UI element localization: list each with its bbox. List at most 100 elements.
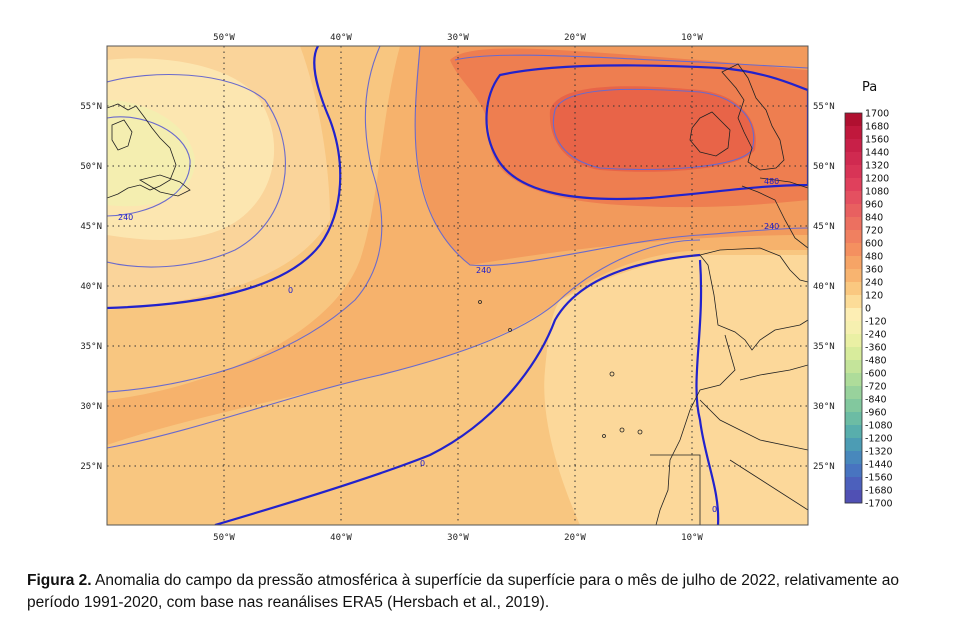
colorbar-level-label: -480 [865, 356, 887, 367]
lat-label: 40°N [80, 282, 102, 292]
lat-label: 35°N [80, 342, 102, 352]
colorbar-level-label: -1080 [865, 421, 893, 432]
contour-labels: 240 240 240 480 0 0 0 [118, 177, 779, 514]
lon-label: 50°W [213, 33, 235, 43]
colorbar-swatch [845, 295, 862, 309]
coastlines [107, 63, 808, 525]
bottom-longitude-labels: 50°W 40°W 30°W 20°W 10°W [213, 533, 703, 543]
caption-text: Anomalia do campo da pressão atmosférica… [27, 572, 899, 611]
contour-label: 240 [118, 213, 133, 222]
colorbar-swatch [845, 191, 862, 205]
colorbar-swatch [845, 204, 862, 218]
colorbar-level-label: -960 [865, 408, 887, 419]
lon-label: 20°W [564, 533, 586, 543]
contour-label: 480 [764, 177, 779, 186]
lat-label: 40°N [813, 282, 835, 292]
colorbar: 1700168015601440132012001080960840720600… [844, 109, 893, 510]
colorbar-swatch [845, 334, 862, 348]
contour-label: 0 [288, 286, 293, 295]
lat-label: 55°N [80, 102, 102, 112]
colorbar-swatch [845, 165, 862, 179]
colorbar-level-label: -1200 [865, 434, 893, 445]
colorbar-level-label: 1320 [865, 161, 889, 172]
colorbar-swatch [845, 438, 862, 452]
left-latitude-labels: 55°N 50°N 45°N 40°N 35°N 30°N 25°N [80, 102, 102, 472]
colorbar-level-label: -1560 [865, 473, 893, 484]
colorbar-level-label: 480 [865, 252, 883, 263]
colorbar-swatch [845, 178, 862, 192]
colorbar-swatch [845, 399, 862, 413]
colorbar-level-label: 1680 [865, 122, 889, 133]
colorbar-swatch [845, 139, 862, 153]
lat-label: 45°N [813, 222, 835, 232]
lat-label: 50°N [813, 162, 835, 172]
lon-label: 30°W [447, 533, 469, 543]
colorbar-level-label: 0 [865, 304, 871, 315]
colorbar-level-label: 600 [865, 239, 883, 250]
lat-label: 50°N [80, 162, 102, 172]
lat-label: 25°N [80, 462, 102, 472]
contour-lines [107, 46, 808, 525]
colorbar-level-label: -1680 [865, 486, 893, 497]
colorbar-level-label: -240 [865, 330, 887, 341]
colorbar-swatch [845, 451, 862, 465]
figure-label: Figura 2. [27, 572, 92, 589]
colorbar-unit: Pa [862, 80, 877, 95]
colorbar-level-label: 720 [865, 226, 883, 237]
colorbar-frame [844, 112, 863, 504]
colorbar-swatch [845, 126, 862, 140]
lat-label: 30°N [80, 402, 102, 412]
colorbar-level-label: -600 [865, 369, 887, 380]
colorbar-swatch [845, 243, 862, 257]
lon-label: 30°W [447, 33, 469, 43]
graticule [107, 46, 808, 525]
lon-label: 50°W [213, 533, 235, 543]
colorbar-swatch [845, 425, 862, 439]
pressure-anomaly-map: 240 240 240 480 0 0 0 50°W 40°W 30°W 20°… [80, 33, 893, 543]
colorbar-swatch [845, 490, 862, 504]
colorbar-swatch [845, 373, 862, 387]
colorbar-swatch [845, 464, 862, 478]
colorbar-level-label: -840 [865, 395, 887, 406]
lat-label: 35°N [813, 342, 835, 352]
colorbar-swatch [845, 477, 862, 491]
colorbar-level-label: 1560 [865, 135, 889, 146]
lat-label: 55°N [813, 102, 835, 112]
colorbar-level-label: 960 [865, 200, 883, 211]
colorbar-level-label: -1320 [865, 447, 893, 458]
lon-label: 10°W [681, 33, 703, 43]
colorbar-level-label: -720 [865, 382, 887, 393]
lon-label: 20°W [564, 33, 586, 43]
contour-label: 240 [476, 266, 491, 275]
colorbar-level-label: -1700 [865, 499, 893, 510]
colorbar-swatch [845, 360, 862, 374]
colorbar-level-label: 1080 [865, 187, 889, 198]
colorbar-swatch [845, 152, 862, 166]
top-longitude-labels: 50°W 40°W 30°W 20°W 10°W [213, 33, 703, 43]
lat-label: 30°N [813, 402, 835, 412]
contour-label: 0 [420, 459, 425, 468]
colorbar-level-label: 120 [865, 291, 883, 302]
colorbar-swatch [845, 230, 862, 244]
colorbar-swatch [845, 308, 862, 322]
colorbar-level-label: -360 [865, 343, 887, 354]
colorbar-level-label: -1440 [865, 460, 893, 471]
colorbar-swatch [845, 217, 862, 231]
colorbar-level-label: 1200 [865, 174, 889, 185]
contour-label: 240 [764, 222, 779, 231]
colorbar-swatch [845, 347, 862, 361]
lon-label: 40°W [330, 533, 352, 543]
colorbar-level-label: 840 [865, 213, 883, 224]
lon-label: 10°W [681, 533, 703, 543]
lon-label: 40°W [330, 33, 352, 43]
contour-label: 0 [712, 505, 717, 514]
colorbar-level-label: 1700 [865, 109, 889, 120]
colorbar-level-label: -120 [865, 317, 887, 328]
colorbar-level-label: 360 [865, 265, 883, 276]
colorbar-swatch [845, 321, 862, 335]
colorbar-level-label: 1440 [865, 148, 889, 159]
lat-label: 25°N [813, 462, 835, 472]
colorbar-swatch [845, 269, 862, 283]
lat-label: 45°N [80, 222, 102, 232]
right-latitude-labels: 55°N 50°N 45°N 40°N 35°N 30°N 25°N [813, 102, 835, 472]
